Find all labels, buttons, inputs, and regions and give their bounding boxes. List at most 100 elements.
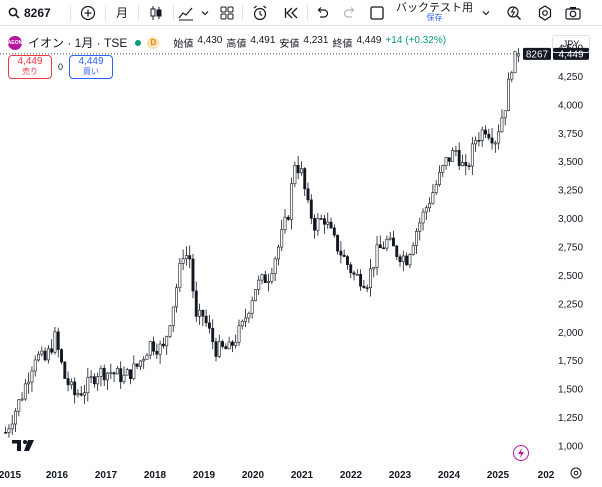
candle (204, 309, 208, 327)
tradingview-logo[interactable] (12, 440, 34, 451)
interval-button[interactable]: 月 (106, 0, 138, 26)
candle (214, 337, 218, 362)
candle (467, 162, 471, 171)
company-logo: AEON (8, 35, 22, 50)
symbol-title[interactable]: イオン · 1月 · TSE (28, 36, 128, 50)
candle (405, 252, 409, 266)
high-label: 高値 (226, 39, 247, 50)
candle (250, 296, 254, 319)
alert-button[interactable] (243, 0, 277, 26)
candle (431, 183, 435, 205)
replay-button[interactable] (277, 0, 307, 26)
candle (76, 389, 80, 398)
save-layout-button[interactable]: バックテスト用 保存 (390, 2, 479, 23)
time-axis-label: 2024 (438, 470, 461, 481)
chart-type-button[interactable] (139, 0, 173, 26)
indicators-dropdown[interactable] (198, 0, 212, 26)
candle (293, 161, 297, 188)
indicators-button[interactable] (174, 0, 198, 26)
candle (188, 245, 192, 269)
candle (92, 373, 96, 388)
redo-button[interactable] (336, 0, 364, 26)
currency-selector[interactable]: JPY (552, 35, 590, 53)
candle (470, 136, 474, 175)
candle (365, 284, 369, 293)
add-circle-icon (80, 5, 96, 20)
candle (221, 339, 225, 349)
candle (339, 241, 343, 264)
candle (115, 365, 119, 375)
candle (135, 363, 139, 370)
candle (83, 384, 86, 404)
candle (155, 343, 159, 359)
candle (441, 164, 445, 178)
compare-button[interactable] (71, 0, 105, 26)
candle (290, 177, 294, 230)
candle (415, 228, 418, 254)
redo-icon (343, 6, 355, 18)
undo-button[interactable] (308, 0, 336, 26)
screenshot-button[interactable] (559, 0, 587, 26)
candle (270, 267, 274, 285)
candle (352, 270, 356, 281)
candle (73, 377, 77, 404)
open-label: 始値 (173, 39, 194, 50)
layout-button[interactable] (212, 0, 242, 26)
candle (516, 48, 520, 63)
candle (283, 208, 287, 234)
time-axis-label: 2019 (193, 470, 216, 481)
price-axis-tick: 2,250 (558, 299, 583, 310)
market-status-icon[interactable] (135, 39, 142, 46)
axis-settings-icon[interactable] (570, 467, 582, 479)
search-icon (8, 7, 20, 19)
candle (227, 336, 231, 350)
candle (224, 343, 228, 350)
candle (181, 249, 185, 271)
candle (342, 249, 346, 258)
price-axis[interactable]: 1,000 1,250 1,500 1,750 2,000 2,250 2,500 2,750… (558, 44, 583, 453)
time-axis-label: 2020 (242, 470, 265, 481)
symbol-text: 8267 (24, 5, 51, 20)
price-axis-tick: 1,750 (558, 356, 583, 367)
symbol-search[interactable]: 8267 (0, 6, 70, 20)
candle (359, 269, 363, 291)
candle (33, 355, 37, 377)
candle (316, 213, 320, 236)
layout-select-button[interactable] (364, 0, 390, 26)
toolbar-divider (307, 4, 308, 21)
candle (421, 208, 425, 231)
time-axis[interactable]: 2015 2016 2017 2018 2019 2020 2021 2022 2023 2024… (0, 470, 555, 481)
candle (411, 242, 415, 256)
settings-button[interactable] (531, 0, 559, 26)
candle (454, 145, 458, 157)
close-value: 4,449 (356, 35, 382, 46)
low-value: 4,231 (303, 35, 329, 46)
candles-icon (150, 5, 162, 20)
candle (89, 370, 93, 384)
candle (428, 197, 432, 213)
candle (207, 314, 211, 334)
sell-button[interactable]: 4,449 売り (8, 55, 52, 79)
candle (474, 136, 478, 152)
candle (355, 269, 359, 276)
time-axis-label: 2018 (144, 470, 167, 481)
candle (276, 244, 280, 266)
toolbar-divider (105, 4, 106, 21)
candle (313, 214, 317, 239)
price-axis-tick: 1,250 (558, 413, 583, 424)
save-dropdown[interactable] (479, 0, 493, 26)
lightning-icon[interactable] (513, 445, 529, 461)
quick-search-button[interactable] (497, 0, 531, 26)
change-value: +14 (+0.32%) (385, 35, 447, 46)
price-chart[interactable]: 1,000 1,250 1,500 1,750 2,000 2,250 2,500 2,750… (0, 27, 602, 487)
candle (477, 132, 481, 147)
delay-badge[interactable]: D (147, 36, 160, 49)
chevron-down-icon (201, 10, 209, 15)
candle (194, 281, 198, 322)
candle (332, 224, 336, 238)
camera-icon (565, 6, 581, 20)
candle (27, 372, 31, 394)
candle (37, 351, 40, 362)
time-axis-label: 2015 (0, 470, 22, 481)
buy-button[interactable]: 4,449 買い (69, 55, 114, 79)
